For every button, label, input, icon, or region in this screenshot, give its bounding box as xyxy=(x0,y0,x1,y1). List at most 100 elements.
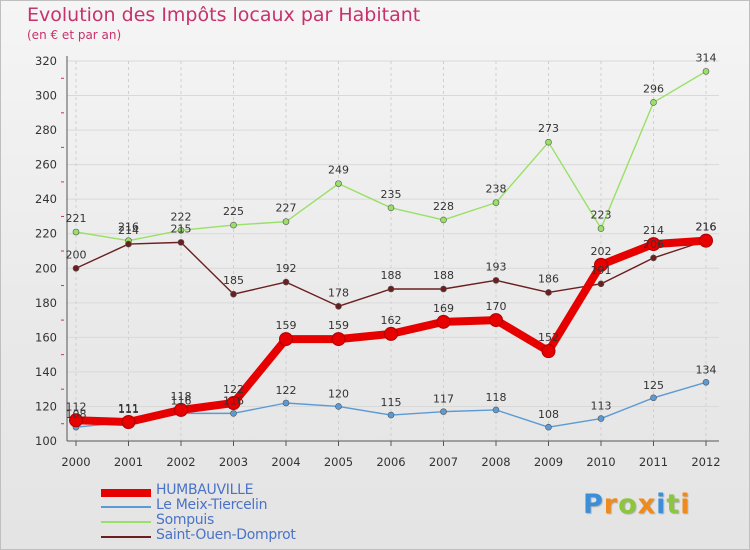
data-point-saint-ouen-domprot xyxy=(440,285,447,293)
data-label-humbauville: 162 xyxy=(381,314,402,327)
data-label-le-meix-tiercelin: 125 xyxy=(643,379,664,392)
data-point-le-meix-tiercelin xyxy=(335,403,342,410)
data-label-sompuis: 273 xyxy=(538,122,559,135)
data-label-saint-ouen-domprot: 192 xyxy=(276,262,297,275)
y-tick-label: 180 xyxy=(35,296,57,310)
data-point-sompuis xyxy=(702,68,710,75)
data-point-sompuis xyxy=(597,225,605,232)
logo-letter: x xyxy=(637,489,657,520)
data-label-humbauville: 169 xyxy=(433,302,454,315)
data-label-le-meix-tiercelin: 118 xyxy=(486,391,507,404)
legend-swatch-saint-ouen-domprot xyxy=(101,536,151,538)
y-tick-label: 240 xyxy=(35,192,57,206)
logo-letter: i xyxy=(680,489,691,520)
data-label-humbauville: 159 xyxy=(276,319,297,332)
data-point-saint-ouen-domprot xyxy=(72,264,80,272)
data-label-sompuis: 228 xyxy=(433,200,454,213)
data-point-le-meix-tiercelin xyxy=(387,411,395,419)
data-point-le-meix-tiercelin xyxy=(650,394,657,402)
data-label-sompuis: 223 xyxy=(591,209,612,222)
data-point-sompuis xyxy=(72,228,80,236)
x-tick-label: 2007 xyxy=(429,455,458,469)
data-point-sompuis xyxy=(492,199,500,206)
data-point-sompuis xyxy=(545,138,552,146)
data-point-sompuis xyxy=(282,218,290,225)
data-point-saint-ouen-domprot xyxy=(597,280,605,288)
logo-letter: o xyxy=(618,489,638,520)
data-point-humbauville xyxy=(226,396,241,410)
y-tick-label: 200 xyxy=(35,261,57,275)
data-label-sompuis: 314 xyxy=(696,51,717,64)
legend-label: Sompuis xyxy=(156,512,214,528)
data-label-humbauville: 170 xyxy=(486,300,507,313)
data-label-humbauville: 112 xyxy=(66,400,87,413)
data-label-sompuis: 216 xyxy=(118,221,139,234)
data-label-humbauville: 214 xyxy=(643,224,664,237)
data-label-saint-ouen-domprot: 200 xyxy=(66,248,87,261)
x-tick-label: 2002 xyxy=(166,455,195,469)
legend-swatch-humbauville xyxy=(101,489,151,497)
logo-letter: P xyxy=(583,489,604,520)
y-tick-label: 100 xyxy=(35,434,57,448)
data-label-sompuis: 249 xyxy=(328,164,349,177)
data-label-saint-ouen-domprot: 215 xyxy=(171,222,192,235)
y-tick-label: 140 xyxy=(35,365,57,379)
data-point-le-meix-tiercelin xyxy=(282,399,290,407)
logo-letter: r xyxy=(603,489,619,520)
data-label-saint-ouen-domprot: 186 xyxy=(538,272,559,285)
data-label-sompuis: 225 xyxy=(223,205,244,218)
y-tick-label: 300 xyxy=(35,89,57,103)
data-point-humbauville xyxy=(121,415,136,429)
data-point-humbauville xyxy=(436,314,451,329)
data-label-saint-ouen-domprot: 206 xyxy=(643,238,664,251)
data-label-saint-ouen-domprot: 216 xyxy=(696,221,717,234)
data-label-humbauville: 152 xyxy=(538,331,559,344)
y-tick-label: 260 xyxy=(35,158,57,172)
data-point-sompuis xyxy=(650,99,657,106)
data-point-saint-ouen-domprot xyxy=(125,240,132,248)
data-label-humbauville: 111 xyxy=(118,402,139,415)
data-point-humbauville xyxy=(699,233,713,248)
legend-swatch-le-meix-tiercelin xyxy=(101,506,151,508)
x-tick-label: 2003 xyxy=(219,455,248,469)
y-tick-label: 320 xyxy=(35,54,57,68)
x-tick-label: 2011 xyxy=(639,455,668,469)
data-point-sompuis xyxy=(177,226,185,234)
data-label-le-meix-tiercelin: 122 xyxy=(276,384,297,397)
data-point-sompuis xyxy=(387,204,395,212)
data-point-humbauville xyxy=(489,313,503,328)
axis-layer: 100 120 140 160 180 200 220 240 260 280 300 320 2000… xyxy=(35,54,721,469)
grid-layer xyxy=(67,60,719,442)
y-tick-label: 120 xyxy=(35,399,57,413)
x-tick-label: 2005 xyxy=(324,455,353,469)
data-point-le-meix-tiercelin xyxy=(230,410,237,417)
data-label-le-meix-tiercelin: 108 xyxy=(538,408,559,421)
legend-label: HUMBAUVILLE xyxy=(156,482,254,498)
x-tick-label: 2008 xyxy=(481,455,510,469)
x-tick-label: 2010 xyxy=(586,455,615,469)
data-point-humbauville xyxy=(541,344,556,359)
data-point-saint-ouen-domprot xyxy=(230,290,237,298)
legend-label: Saint-Ouen-Domprot xyxy=(156,527,296,543)
data-label-saint-ouen-domprot: 188 xyxy=(381,269,402,282)
data-point-saint-ouen-domprot xyxy=(282,278,290,286)
y-tick-label: 280 xyxy=(35,123,57,137)
data-label-sompuis: 227 xyxy=(276,202,297,215)
data-label-sompuis: 222 xyxy=(171,210,192,223)
logo-letter: t xyxy=(666,489,681,520)
data-point-saint-ouen-domprot xyxy=(545,289,552,296)
data-label-le-meix-tiercelin: 120 xyxy=(328,387,349,400)
data-point-saint-ouen-domprot xyxy=(492,277,500,284)
y-tick-label: 160 xyxy=(35,330,57,344)
data-label-le-meix-tiercelin: 108 xyxy=(66,408,87,421)
x-tick-label: 2001 xyxy=(114,455,143,469)
data-point-sompuis xyxy=(230,221,237,229)
data-label-saint-ouen-domprot: 214 xyxy=(118,224,139,237)
proxiti-logo[interactable]: Proxiti xyxy=(583,489,691,520)
data-label-le-meix-tiercelin: 134 xyxy=(696,363,717,376)
data-label-sompuis: 296 xyxy=(643,82,664,95)
data-point-le-meix-tiercelin xyxy=(597,415,605,422)
data-point-le-meix-tiercelin xyxy=(440,408,447,415)
